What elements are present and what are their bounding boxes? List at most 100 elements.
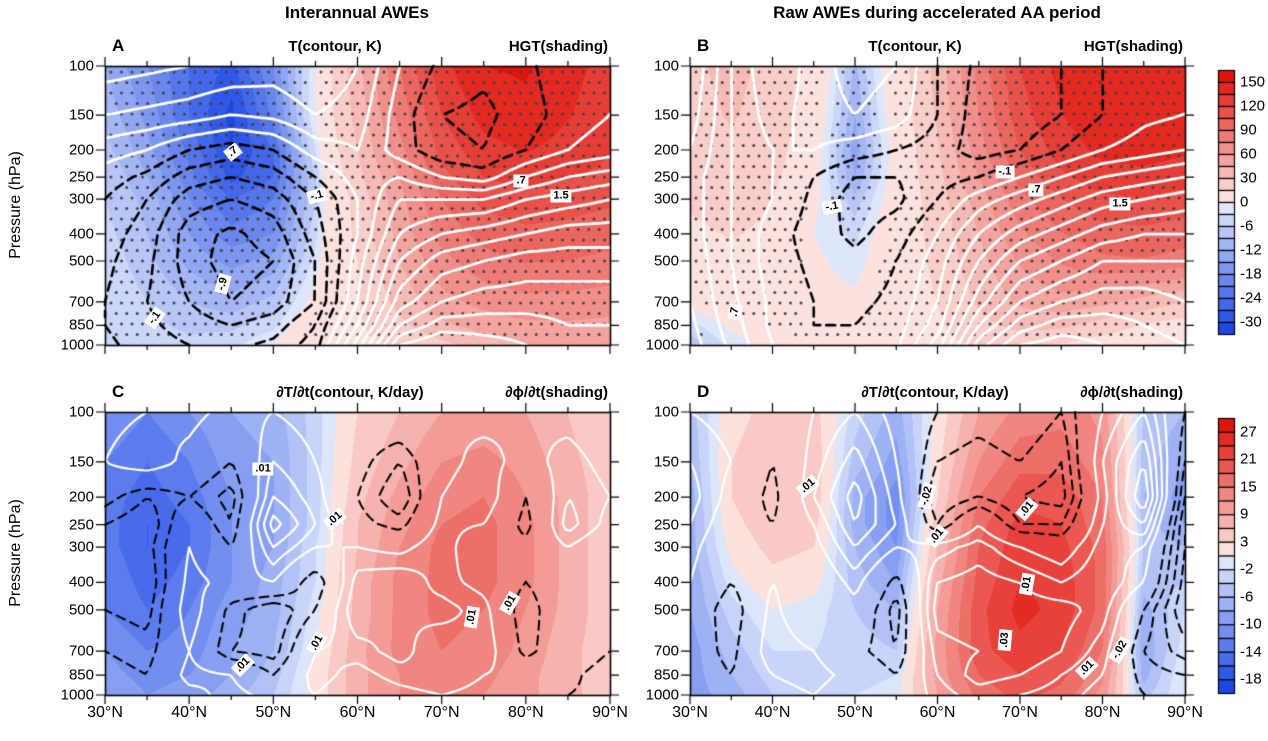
x-tick-label: 60°N — [919, 704, 956, 721]
y-tick-label: 150 — [68, 453, 94, 471]
y-tick-label: 200 — [68, 141, 94, 159]
panel-c-shading-header: ∂ϕ/∂t(shading) — [505, 384, 608, 401]
contour-label: .01 — [252, 462, 274, 476]
x-tick-label: 40°N — [171, 704, 208, 721]
y-tick-label: 850 — [653, 316, 679, 334]
colorbar-tick-label: 21 — [1240, 450, 1257, 468]
y-tick-label: 400 — [653, 225, 679, 243]
colorbar-tick-label: 90 — [1240, 121, 1257, 139]
x-tick-label: 80°N — [507, 704, 544, 721]
colorbar-tick-label: 3 — [1240, 533, 1249, 551]
x-tick-label: 60°N — [339, 704, 376, 721]
panel-a-shading-header: HGT(shading) — [508, 38, 608, 55]
y-tick-label: 400 — [653, 573, 679, 591]
y-tick-label: 200 — [653, 141, 679, 159]
colorbar-tick-label: -10 — [1240, 615, 1262, 633]
contour-label: 1.5 — [1109, 197, 1131, 211]
colorbar-tick-label: -30 — [1240, 313, 1262, 331]
contour-label: 1.5 — [550, 189, 572, 203]
panel-b-contour-header: T(contour, K) — [868, 38, 962, 55]
colorbar-tick-label: 120 — [1240, 97, 1266, 115]
colorbar-tick-label: 9 — [1240, 505, 1249, 523]
y-tick-label: 850 — [68, 666, 94, 684]
y-tick-label: 300 — [653, 190, 679, 208]
y-tick-label: 200 — [653, 488, 679, 506]
colorbar-tick-label: -6 — [1240, 588, 1254, 606]
contour-label: .7 — [727, 303, 743, 321]
y-tick-label: 700 — [68, 642, 94, 660]
y-tick-label: 100 — [653, 403, 679, 421]
x-tick-label: 90°N — [592, 704, 628, 721]
y-tick-label: 300 — [68, 538, 94, 556]
panel-a-contour-header: T(contour, K) — [288, 38, 382, 55]
panel-letter-a: A — [112, 36, 125, 55]
colorbar-tick-label: -6 — [1240, 217, 1254, 235]
y-tick-label: 250 — [68, 516, 94, 534]
y-tick-label: 150 — [653, 106, 679, 124]
y-tick-label: 250 — [68, 168, 94, 186]
y-tick-label: 300 — [68, 190, 94, 208]
pressure-axis-title-bottom: Pressure (hPa) — [7, 499, 24, 607]
x-tick-label: 40°N — [754, 704, 791, 721]
x-tick-label: 30°N — [672, 704, 708, 721]
panel-letter-b: B — [697, 36, 710, 55]
pressure-axis-title-top: Pressure (hPa) — [7, 151, 24, 259]
y-tick-label: 500 — [68, 601, 94, 619]
y-tick-label: 150 — [68, 106, 94, 124]
y-tick-label: 500 — [68, 252, 94, 270]
y-tick-label: 700 — [653, 293, 679, 311]
y-tick-label: 400 — [68, 573, 94, 591]
x-tick-label: 70°N — [1002, 704, 1038, 721]
y-tick-label: 250 — [653, 516, 679, 534]
panel-b-title: Raw AWEs during accelerated AA period — [773, 3, 1101, 22]
contour-label: -.1 — [995, 165, 1015, 179]
x-tick-label: 30°N — [87, 704, 123, 721]
x-tick-label: 80°N — [1084, 704, 1121, 721]
y-tick-label: 200 — [68, 488, 94, 506]
panel-letter-c: C — [112, 382, 125, 401]
colorbar-tick-label: 30 — [1240, 169, 1257, 187]
y-tick-label: 700 — [653, 642, 679, 660]
y-tick-label: 1000 — [60, 336, 94, 354]
x-tick-label: 50°N — [837, 704, 873, 721]
colorbar-tick-label: -18 — [1240, 265, 1262, 283]
colorbar-tick-label: -14 — [1240, 643, 1262, 661]
x-tick-label: 70°N — [423, 704, 460, 721]
colorbar-tick-label: 150 — [1240, 73, 1266, 91]
x-tick-label: 90°N — [1167, 704, 1203, 721]
y-tick-label: 500 — [653, 601, 679, 619]
y-tick-label: 300 — [653, 538, 679, 556]
panel-a-title: Interannual AWEs — [285, 3, 429, 22]
colorbar-tick-label: 27 — [1240, 423, 1257, 441]
y-tick-label: 150 — [653, 453, 679, 471]
y-tick-label: 100 — [653, 57, 679, 75]
panel-b-shading-header: HGT(shading) — [1083, 38, 1183, 55]
y-tick-label: 850 — [653, 666, 679, 684]
colorbar-tick-label: 15 — [1240, 478, 1257, 496]
y-tick-label: 1000 — [645, 336, 679, 354]
colorbar-tick-label: -18 — [1240, 670, 1262, 688]
y-tick-label: 500 — [653, 252, 679, 270]
y-tick-label: 700 — [68, 293, 94, 311]
x-tick-label: 50°N — [255, 704, 292, 721]
y-tick-label: 850 — [68, 316, 94, 334]
y-tick-label: 1000 — [645, 686, 679, 704]
contour-label: .7 — [513, 174, 529, 188]
panel-d-contour-header: ∂T/∂t(contour, K/day) — [861, 384, 1009, 401]
panel-letter-d: D — [697, 382, 710, 401]
y-tick-label: 100 — [68, 57, 94, 75]
panel-d-shading-header: ∂ϕ/∂t(shading) — [1080, 384, 1183, 401]
colorbar-tick-label: 60 — [1240, 145, 1257, 163]
contour-label: .03 — [997, 629, 1013, 652]
colorbar-tick-label: -2 — [1240, 560, 1254, 578]
y-tick-label: 250 — [653, 168, 679, 186]
y-tick-label: 400 — [68, 225, 94, 243]
contour-label: .7 — [1028, 183, 1044, 197]
y-tick-label: 1000 — [60, 686, 94, 704]
panel-c-contour-header: ∂T/∂t(contour, K/day) — [276, 384, 424, 401]
colorbar-tick-label: -12 — [1240, 241, 1262, 259]
colorbar-tick-label: -24 — [1240, 289, 1262, 307]
y-tick-label: 100 — [68, 403, 94, 421]
colorbar-tick-label: 0 — [1240, 193, 1249, 211]
